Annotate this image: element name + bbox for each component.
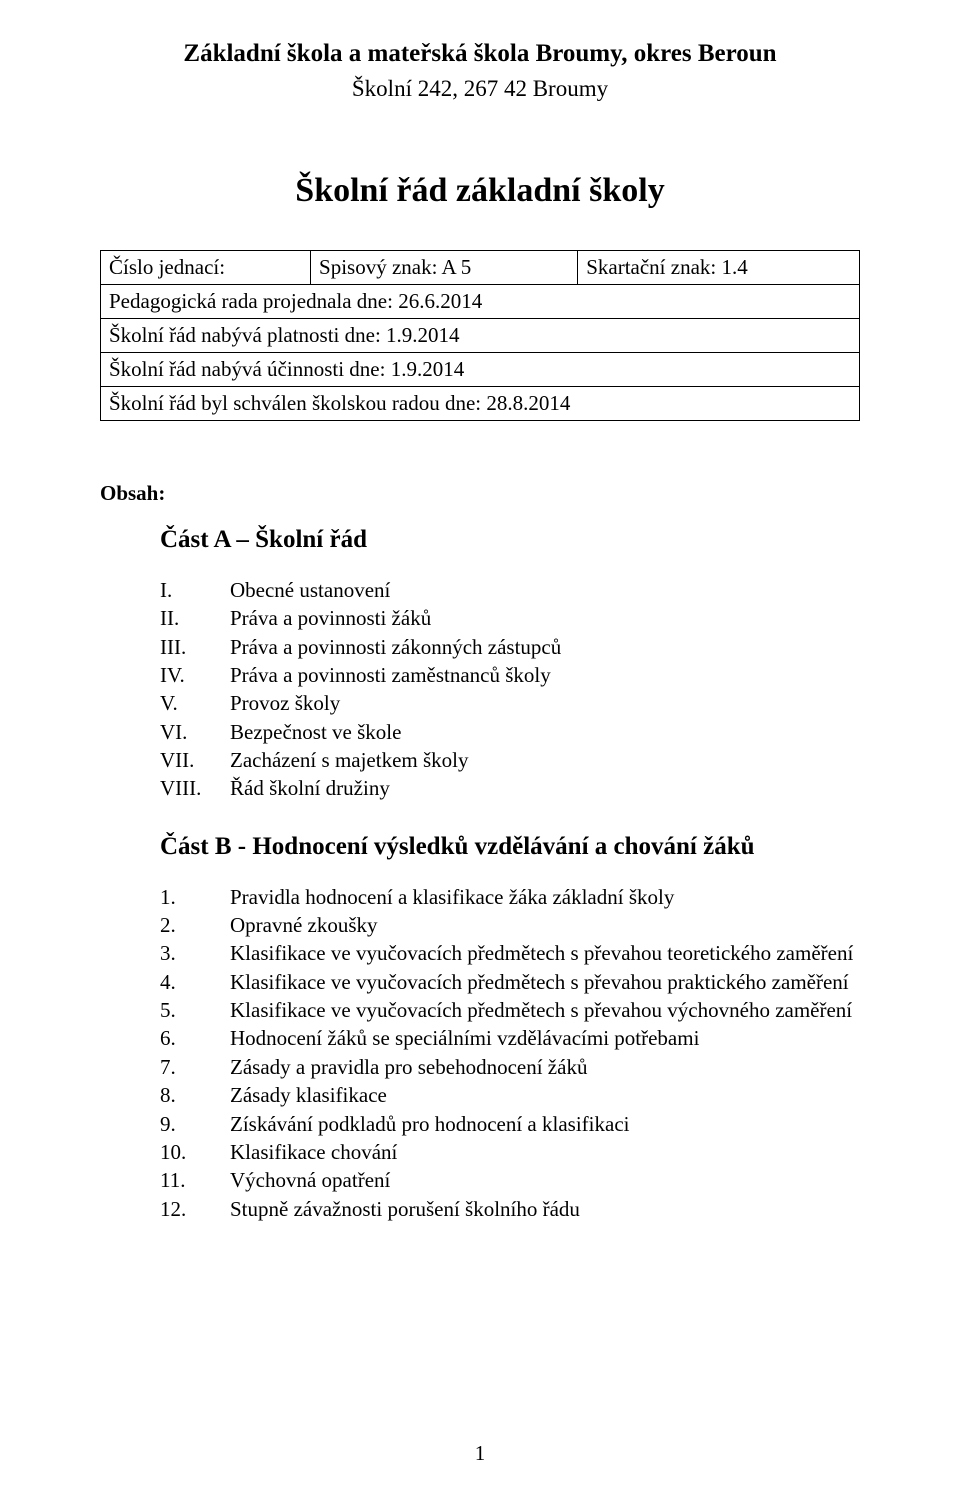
item-text: Klasifikace ve vyučovacích předmětech s … xyxy=(230,939,853,967)
item-number: 10. xyxy=(160,1138,230,1166)
item-number: 2. xyxy=(160,911,230,939)
item-number: VII. xyxy=(160,746,230,774)
item-text: Zásady klasifikace xyxy=(230,1081,387,1109)
list-item: 1.Pravidla hodnocení a klasifikace žáka … xyxy=(160,883,860,911)
contents-label: Obsah: xyxy=(100,481,860,506)
list-item: III.Práva a povinnosti zákonných zástupc… xyxy=(160,633,860,661)
list-item: 5.Klasifikace ve vyučovacích předmětech … xyxy=(160,996,860,1024)
list-item: 7.Zásady a pravidla pro sebehodnocení žá… xyxy=(160,1053,860,1081)
item-text: Klasifikace ve vyučovacích předmětech s … xyxy=(230,996,852,1024)
item-text: Práva a povinnosti zákonných zástupců xyxy=(230,633,561,661)
item-text: Získávání podkladů pro hodnocení a klasi… xyxy=(230,1110,629,1138)
part-a-list: I.Obecné ustanovení II.Práva a povinnost… xyxy=(160,576,860,803)
item-text: Klasifikace chování xyxy=(230,1138,397,1166)
part-b-title: Část B - Hodnocení výsledků vzdělávání a… xyxy=(160,833,860,861)
item-text: Práva a povinnosti žáků xyxy=(230,604,431,632)
item-number: III. xyxy=(160,633,230,661)
school-address: Školní 242, 267 42 Broumy xyxy=(100,76,860,102)
item-number: VI. xyxy=(160,718,230,746)
item-number: 1. xyxy=(160,883,230,911)
table-row: Číslo jednací: Spisový znak: A 5 Skartač… xyxy=(101,251,860,285)
item-number: IV. xyxy=(160,661,230,689)
meta-cell: Skartační znak: 1.4 xyxy=(578,251,860,285)
item-text: Provoz školy xyxy=(230,689,340,717)
item-number: 9. xyxy=(160,1110,230,1138)
item-text: Práva a povinnosti zaměstnanců školy xyxy=(230,661,551,689)
item-number: 12. xyxy=(160,1195,230,1223)
item-number: 8. xyxy=(160,1081,230,1109)
list-item: VI.Bezpečnost ve škole xyxy=(160,718,860,746)
list-item: 2.Opravné zkoušky xyxy=(160,911,860,939)
item-number: 11. xyxy=(160,1166,230,1194)
list-item: VIII.Řád školní družiny xyxy=(160,774,860,802)
meta-cell: Spisový znak: A 5 xyxy=(311,251,578,285)
meta-cell: Školní řád nabývá platnosti dne: 1.9.201… xyxy=(101,319,860,353)
school-name: Základní škola a mateřská škola Broumy, … xyxy=(100,40,860,68)
item-text: Pravidla hodnocení a klasifikace žáka zá… xyxy=(230,883,674,911)
item-text: Zásady a pravidla pro sebehodnocení žáků xyxy=(230,1053,587,1081)
item-number: II. xyxy=(160,604,230,632)
list-item: 3.Klasifikace ve vyučovacích předmětech … xyxy=(160,939,860,967)
list-item: 6.Hodnocení žáků se speciálními vzděláva… xyxy=(160,1024,860,1052)
table-row: Školní řád nabývá platnosti dne: 1.9.201… xyxy=(101,319,860,353)
item-text: Bezpečnost ve škole xyxy=(230,718,401,746)
meta-cell: Školní řád nabývá účinnosti dne: 1.9.201… xyxy=(101,353,860,387)
part-a-title: Část A – Školní řád xyxy=(160,526,860,554)
item-number: I. xyxy=(160,576,230,604)
item-number: 6. xyxy=(160,1024,230,1052)
list-item: VII.Zacházení s majetkem školy xyxy=(160,746,860,774)
list-item: 10.Klasifikace chování xyxy=(160,1138,860,1166)
item-number: 5. xyxy=(160,996,230,1024)
item-text: Opravné zkoušky xyxy=(230,911,378,939)
metadata-table: Číslo jednací: Spisový znak: A 5 Skartač… xyxy=(100,250,860,421)
part-b-list: 1.Pravidla hodnocení a klasifikace žáka … xyxy=(160,883,860,1223)
page-number: 1 xyxy=(0,1441,960,1466)
list-item: IV.Práva a povinnosti zaměstnanců školy xyxy=(160,661,860,689)
item-text: Zacházení s majetkem školy xyxy=(230,746,469,774)
meta-cell: Pedagogická rada projednala dne: 26.6.20… xyxy=(101,285,860,319)
item-text: Stupně závažnosti porušení školního řádu xyxy=(230,1195,580,1223)
list-item: 9.Získávání podkladů pro hodnocení a kla… xyxy=(160,1110,860,1138)
item-number: 3. xyxy=(160,939,230,967)
list-item: V.Provoz školy xyxy=(160,689,860,717)
item-number: 4. xyxy=(160,968,230,996)
list-item: 11.Výchovná opatření xyxy=(160,1166,860,1194)
list-item: I.Obecné ustanovení xyxy=(160,576,860,604)
item-text: Hodnocení žáků se speciálními vzdělávací… xyxy=(230,1024,699,1052)
table-row: Školní řád byl schválen školskou radou d… xyxy=(101,387,860,421)
list-item: II.Práva a povinnosti žáků xyxy=(160,604,860,632)
item-number: 7. xyxy=(160,1053,230,1081)
document-page: Základní škola a mateřská škola Broumy, … xyxy=(0,0,960,1506)
item-text: Výchovná opatření xyxy=(230,1166,390,1194)
table-row: Školní řád nabývá účinnosti dne: 1.9.201… xyxy=(101,353,860,387)
item-text: Řád školní družiny xyxy=(230,774,390,802)
document-title: Školní řád základní školy xyxy=(100,172,860,210)
list-item: 8.Zásady klasifikace xyxy=(160,1081,860,1109)
list-item: 4.Klasifikace ve vyučovacích předmětech … xyxy=(160,968,860,996)
item-number: VIII. xyxy=(160,774,230,802)
list-item: 12.Stupně závažnosti porušení školního ř… xyxy=(160,1195,860,1223)
item-number: V. xyxy=(160,689,230,717)
meta-cell: Školní řád byl schválen školskou radou d… xyxy=(101,387,860,421)
item-text: Klasifikace ve vyučovacích předmětech s … xyxy=(230,968,849,996)
meta-cell: Číslo jednací: xyxy=(101,251,311,285)
table-row: Pedagogická rada projednala dne: 26.6.20… xyxy=(101,285,860,319)
item-text: Obecné ustanovení xyxy=(230,576,390,604)
